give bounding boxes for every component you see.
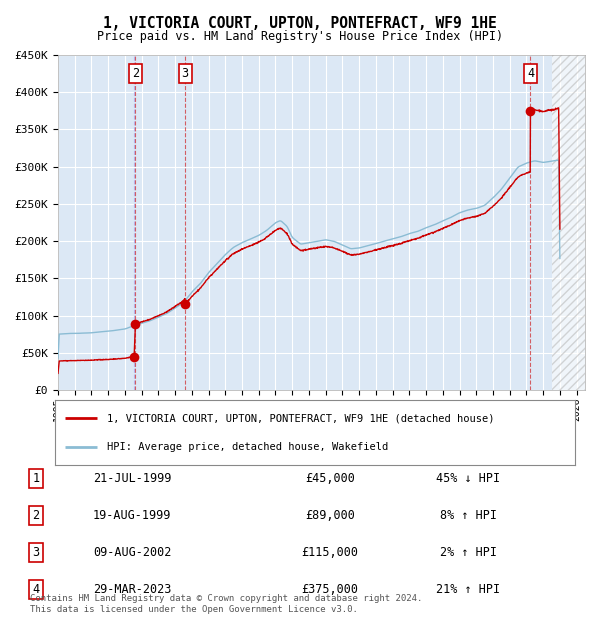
Text: 8% ↑ HPI: 8% ↑ HPI [439, 509, 497, 522]
Text: HPI: Average price, detached house, Wakefield: HPI: Average price, detached house, Wake… [107, 442, 388, 452]
Text: 1, VICTORIA COURT, UPTON, PONTEFRACT, WF9 1HE: 1, VICTORIA COURT, UPTON, PONTEFRACT, WF… [103, 16, 497, 30]
Text: 29-MAR-2023: 29-MAR-2023 [93, 583, 171, 596]
Text: 4: 4 [32, 583, 40, 596]
Text: 21-JUL-1999: 21-JUL-1999 [93, 472, 171, 485]
Text: £45,000: £45,000 [305, 472, 355, 485]
Text: 4: 4 [527, 67, 534, 80]
Text: 2% ↑ HPI: 2% ↑ HPI [439, 546, 497, 559]
Text: £115,000: £115,000 [302, 546, 359, 559]
Text: 3: 3 [182, 67, 189, 80]
Text: 45% ↓ HPI: 45% ↓ HPI [436, 472, 500, 485]
Text: £375,000: £375,000 [302, 583, 359, 596]
Text: Contains HM Land Registry data © Crown copyright and database right 2024.
This d: Contains HM Land Registry data © Crown c… [30, 595, 422, 614]
Text: 2: 2 [132, 67, 139, 80]
Text: 19-AUG-1999: 19-AUG-1999 [93, 509, 171, 522]
Text: 3: 3 [32, 546, 40, 559]
Text: 2: 2 [32, 509, 40, 522]
Text: 21% ↑ HPI: 21% ↑ HPI [436, 583, 500, 596]
Text: 1, VICTORIA COURT, UPTON, PONTEFRACT, WF9 1HE (detached house): 1, VICTORIA COURT, UPTON, PONTEFRACT, WF… [107, 413, 494, 423]
Text: 09-AUG-2002: 09-AUG-2002 [93, 546, 171, 559]
Text: Price paid vs. HM Land Registry's House Price Index (HPI): Price paid vs. HM Land Registry's House … [97, 30, 503, 43]
Text: 1: 1 [32, 472, 40, 485]
Text: £89,000: £89,000 [305, 509, 355, 522]
